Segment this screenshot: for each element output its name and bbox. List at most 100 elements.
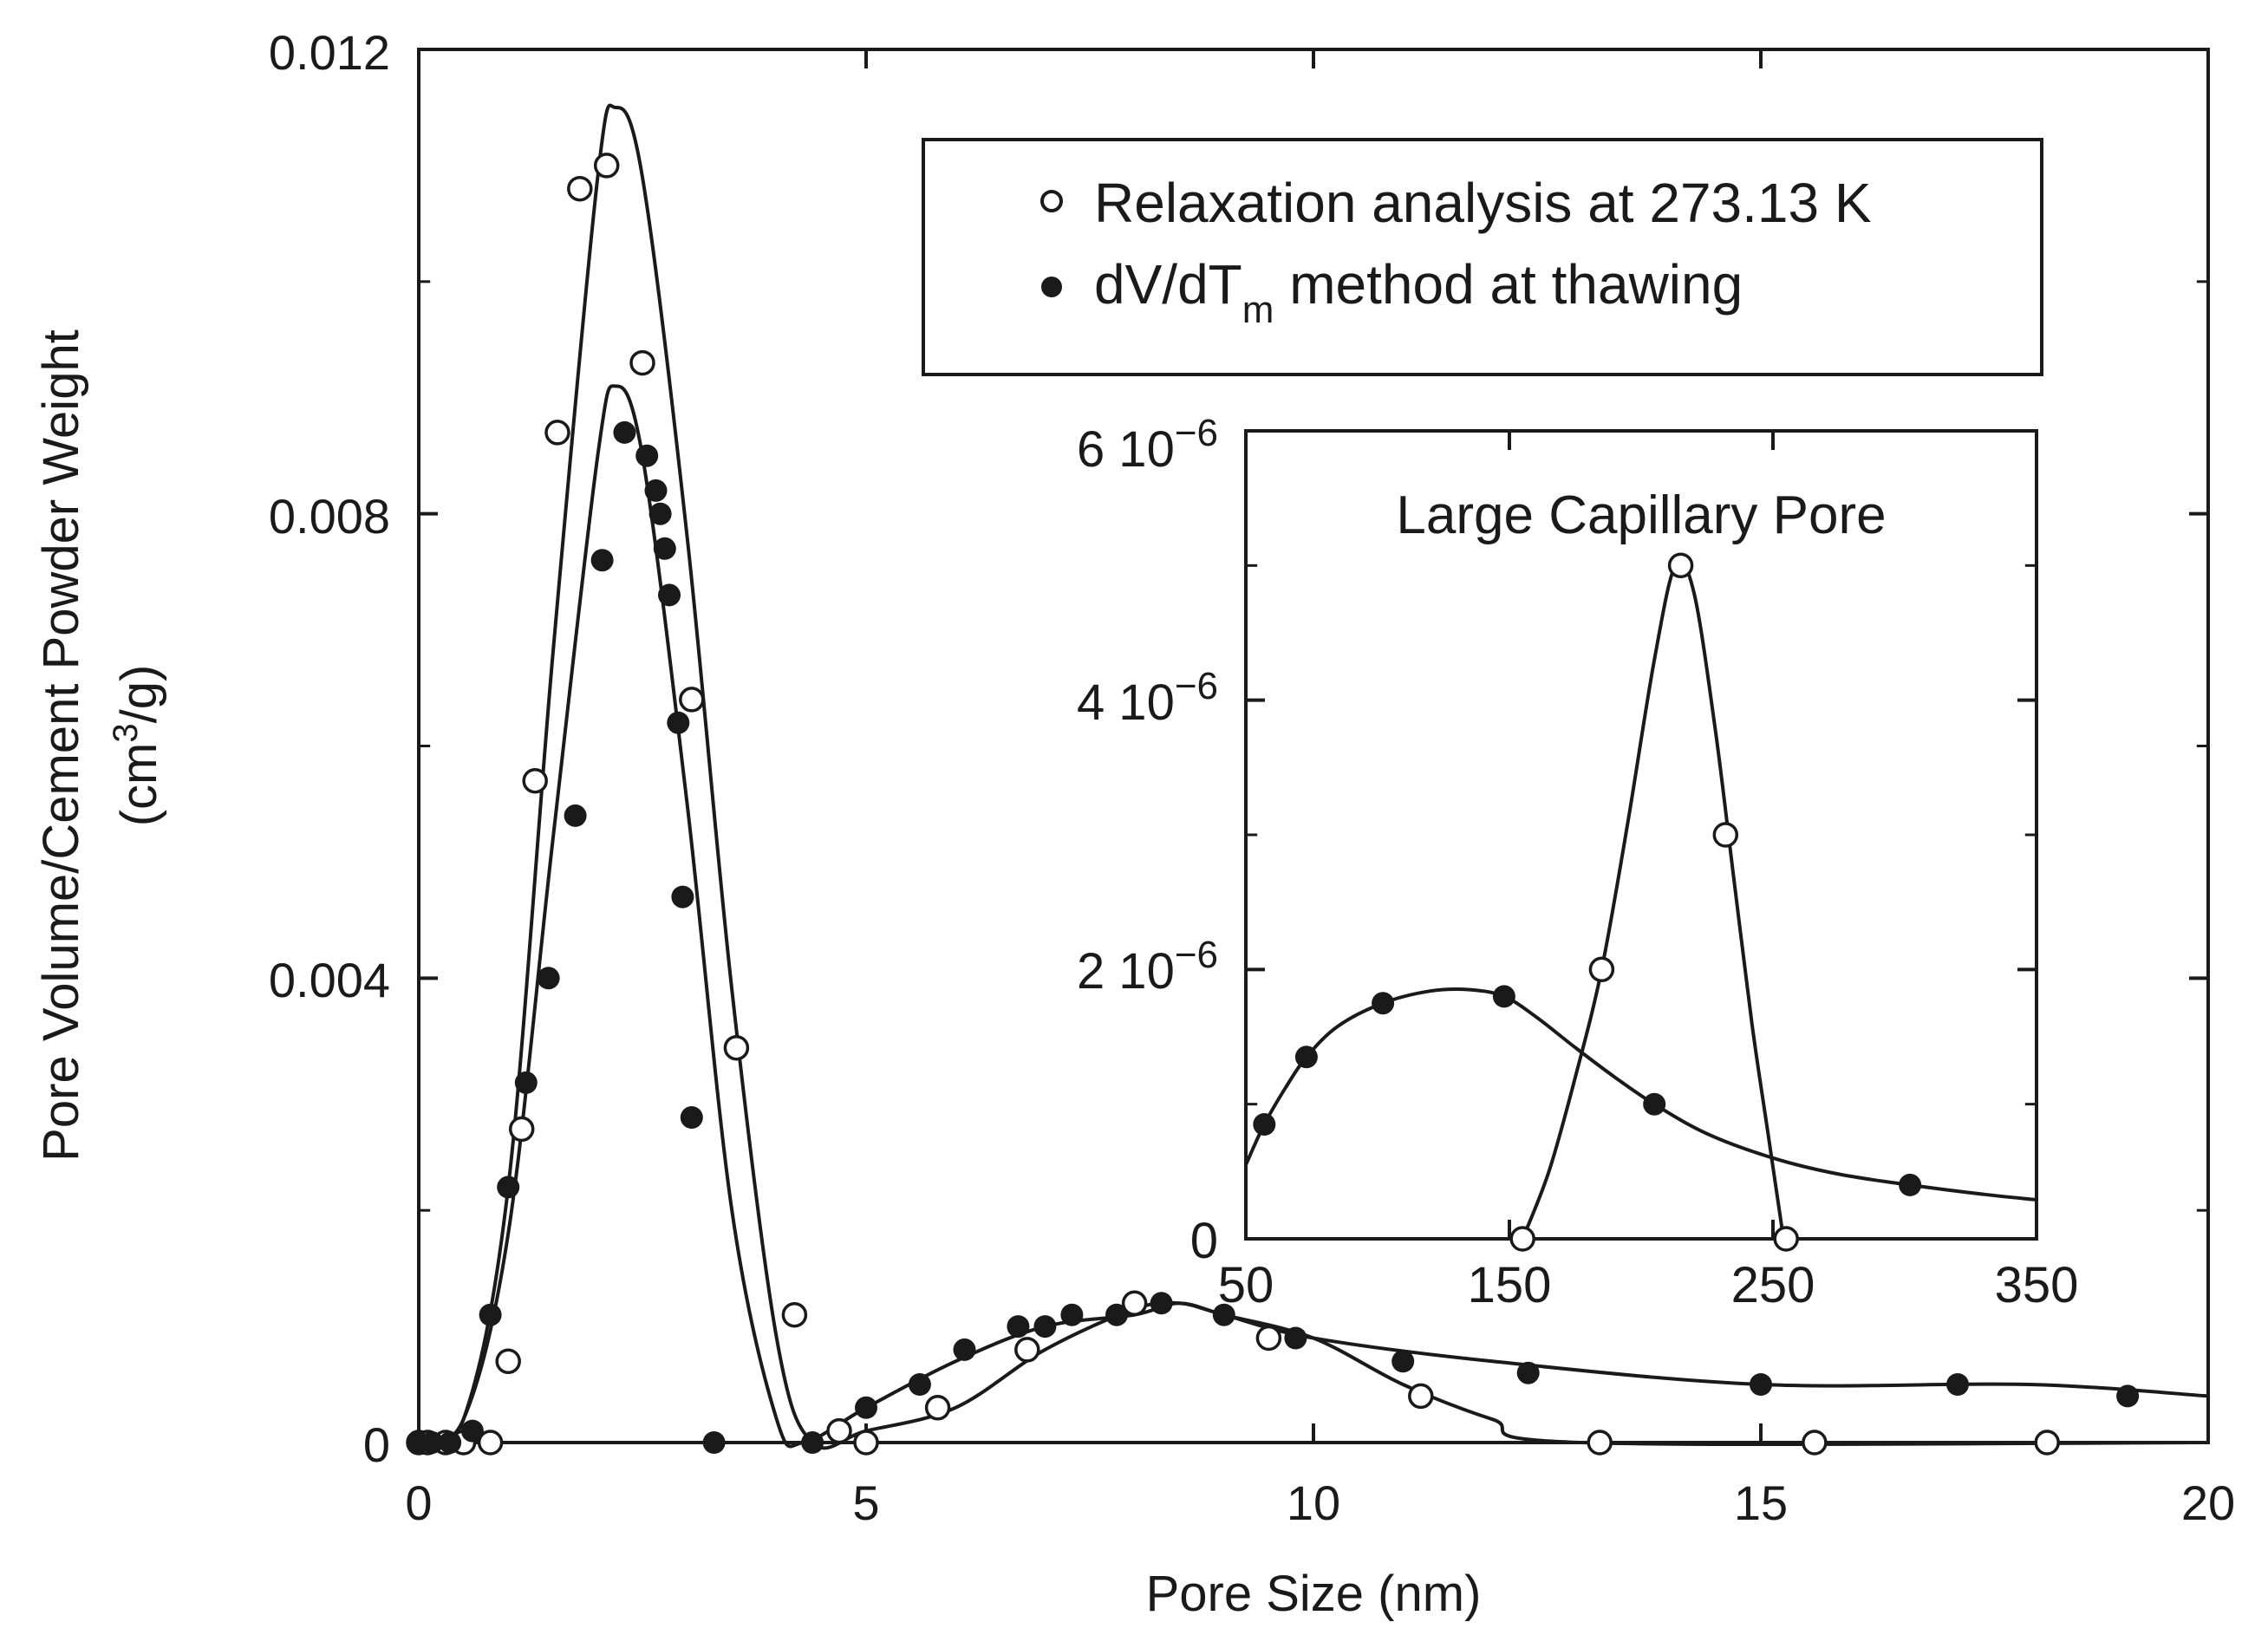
main-point-relaxation-15: [826, 1417, 852, 1444]
inset-point-dvdtm-3: [1492, 985, 1515, 1008]
main-point-dvdtm-15: [658, 583, 681, 607]
inset-point-dvdtm-4: [1643, 1092, 1666, 1116]
main-point-dvdtm-25: [1033, 1315, 1057, 1339]
main-point-dvdtm-29: [1212, 1303, 1235, 1326]
main-x-tick-label-1: 5: [852, 1475, 879, 1530]
main-point-relaxation-23: [1802, 1430, 1828, 1456]
main-point-relaxation-12: [679, 687, 705, 713]
inset-x-tick-label-1: 150: [1468, 1257, 1552, 1313]
main-point-dvdtm-7: [537, 967, 560, 990]
inset-point-relaxation-2: [1667, 552, 1694, 579]
main-point-relaxation-7: [522, 767, 548, 794]
main-point-dvdtm-13: [648, 502, 672, 525]
inset-y-tick-label-0: 0: [1190, 1213, 1218, 1269]
main-fit-curve-relaxation: [418, 103, 2209, 1450]
inset-point-relaxation-4: [1773, 1226, 1799, 1252]
inset-title: Large Capillary Pore: [1396, 485, 1886, 545]
main-point-dvdtm-5: [497, 1176, 520, 1199]
main-point-relaxation-24: [2034, 1430, 2060, 1456]
main-point-dvdtm-19: [702, 1431, 726, 1454]
main-point-relaxation-17: [924, 1395, 951, 1421]
main-y-tick-label-2: 0.008: [269, 489, 390, 544]
legend: Relaxation analysis at 273.13 K dV/dTm m…: [922, 138, 2043, 376]
main-point-dvdtm-24: [1007, 1315, 1030, 1339]
main-point-dvdtm-9: [590, 549, 614, 572]
main-point-dvdtm-10: [613, 420, 636, 444]
main-point-dvdtm-33: [1750, 1373, 1772, 1396]
main-x-tick-label-2: 10: [1287, 1475, 1340, 1530]
main-point-dvdtm-11: [635, 444, 659, 467]
inset-point-dvdtm-5: [1899, 1173, 1922, 1196]
main-point-relaxation-6: [508, 1116, 535, 1143]
main-point-dvdtm-14: [653, 537, 676, 560]
main-point-dvdtm-3: [460, 1419, 484, 1443]
inset-plot-frame: [1244, 429, 2038, 1241]
main-x-tick-label-3: 15: [1734, 1475, 1788, 1530]
main-point-relaxation-14: [781, 1301, 808, 1328]
main-point-dvdtm-22: [908, 1373, 931, 1396]
main-point-dvdtm-34: [1946, 1373, 1969, 1396]
main-y-tick-label-3: 0.012: [269, 25, 390, 80]
inset-x-tick-label-3: 350: [1995, 1257, 2079, 1313]
x-axis-title: Pore Size (nm): [1146, 1566, 1482, 1622]
main-point-dvdtm-6: [514, 1071, 538, 1094]
legend-open-circle-marker: [1040, 190, 1063, 212]
main-point-dvdtm-17: [671, 885, 694, 909]
main-point-relaxation-19: [1121, 1290, 1148, 1317]
main-point-dvdtm-20: [801, 1431, 824, 1454]
main-point-relaxation-11: [629, 349, 655, 376]
legend-label-relaxation: Relaxation analysis at 273.13 K: [1094, 172, 1872, 234]
main-point-dvdtm-27: [1105, 1303, 1128, 1326]
inset-point-relaxation-0: [1509, 1226, 1535, 1252]
main-point-relaxation-21: [1408, 1383, 1434, 1410]
main-point-dvdtm-32: [1516, 1361, 1540, 1384]
main-point-dvdtm-28: [1150, 1292, 1173, 1315]
inset-point-dvdtm-0: [1253, 1113, 1276, 1136]
legend-filled-circle-marker: [1041, 277, 1062, 297]
inset-data-points: [1253, 552, 1922, 1252]
main-y-tick-label-1: 0.004: [269, 953, 390, 1007]
main-point-dvdtm-8: [564, 804, 587, 827]
legend-box: [922, 138, 2043, 376]
main-x-tick-label-0: 0: [405, 1475, 432, 1530]
main-point-relaxation-13: [723, 1034, 750, 1061]
main-point-relaxation-16: [853, 1430, 879, 1456]
main-point-dvdtm-2: [439, 1431, 462, 1454]
main-point-dvdtm-18: [680, 1106, 703, 1129]
main-fit-curve-dvdtm: [418, 384, 2209, 1449]
inset-x-tick-label-0: 50: [1218, 1257, 1274, 1313]
main-point-dvdtm-1: [420, 1431, 444, 1454]
inset-y-tick-label-1: 2 10−6: [1077, 934, 1218, 1000]
main-point-dvdtm-23: [953, 1338, 976, 1361]
main-point-dvdtm-31: [1391, 1350, 1415, 1373]
main-point-relaxation-9: [567, 175, 593, 202]
main-point-relaxation-18: [1014, 1337, 1040, 1363]
main-point-dvdtm-16: [667, 711, 690, 734]
inset-x-tick-label-2: 250: [1731, 1257, 1815, 1313]
main-point-dvdtm-26: [1060, 1303, 1084, 1326]
main-point-relaxation-10: [593, 153, 620, 179]
main-point-dvdtm-12: [644, 479, 668, 502]
main-point-dvdtm-30: [1284, 1326, 1307, 1350]
inset-point-dvdtm-1: [1294, 1045, 1318, 1069]
main-point-relaxation-20: [1255, 1325, 1282, 1352]
inset-y-tick-label-2: 4 10−6: [1077, 665, 1218, 731]
main-point-relaxation-22: [1587, 1430, 1613, 1456]
inset-point-relaxation-1: [1588, 956, 1615, 983]
y-axis-title: Pore Volume/Cement Powder Weight: [33, 329, 89, 1162]
main-point-relaxation-8: [544, 420, 570, 446]
main-point-relaxation-5: [495, 1348, 521, 1375]
main-data-points: [406, 153, 2140, 1456]
inset-point-dvdtm-2: [1372, 992, 1395, 1015]
main-y-tick-label-0: 0: [363, 1417, 390, 1472]
main-fit-curves: [418, 103, 2209, 1450]
y-axis-unit: (cm3/g): [107, 665, 167, 827]
inset-y-tick-label-3: 6 10−6: [1077, 412, 1218, 478]
legend-label-dvdtm: dV/dTm method at thawing: [1094, 253, 1743, 331]
inset-point-relaxation-3: [1712, 822, 1739, 848]
main-point-dvdtm-21: [855, 1396, 877, 1419]
main-point-relaxation-4: [477, 1430, 504, 1456]
inset-axis-ticks: [1244, 429, 2038, 1241]
